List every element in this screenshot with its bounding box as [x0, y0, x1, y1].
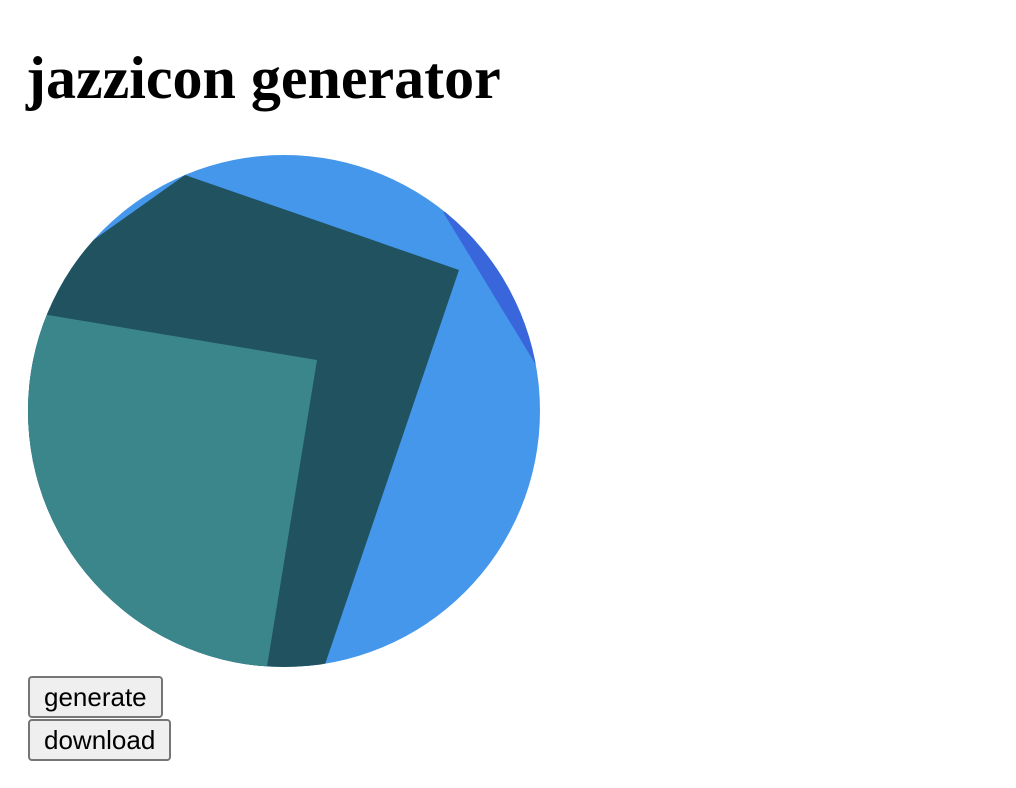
- page-title: jazzicon generator: [26, 45, 501, 111]
- download-button[interactable]: download: [28, 719, 172, 761]
- jazzicon-svg: [28, 155, 540, 667]
- generate-button[interactable]: generate: [28, 676, 163, 718]
- jazzicon-avatar: [28, 155, 540, 667]
- avatar-shape-teal: [28, 305, 317, 667]
